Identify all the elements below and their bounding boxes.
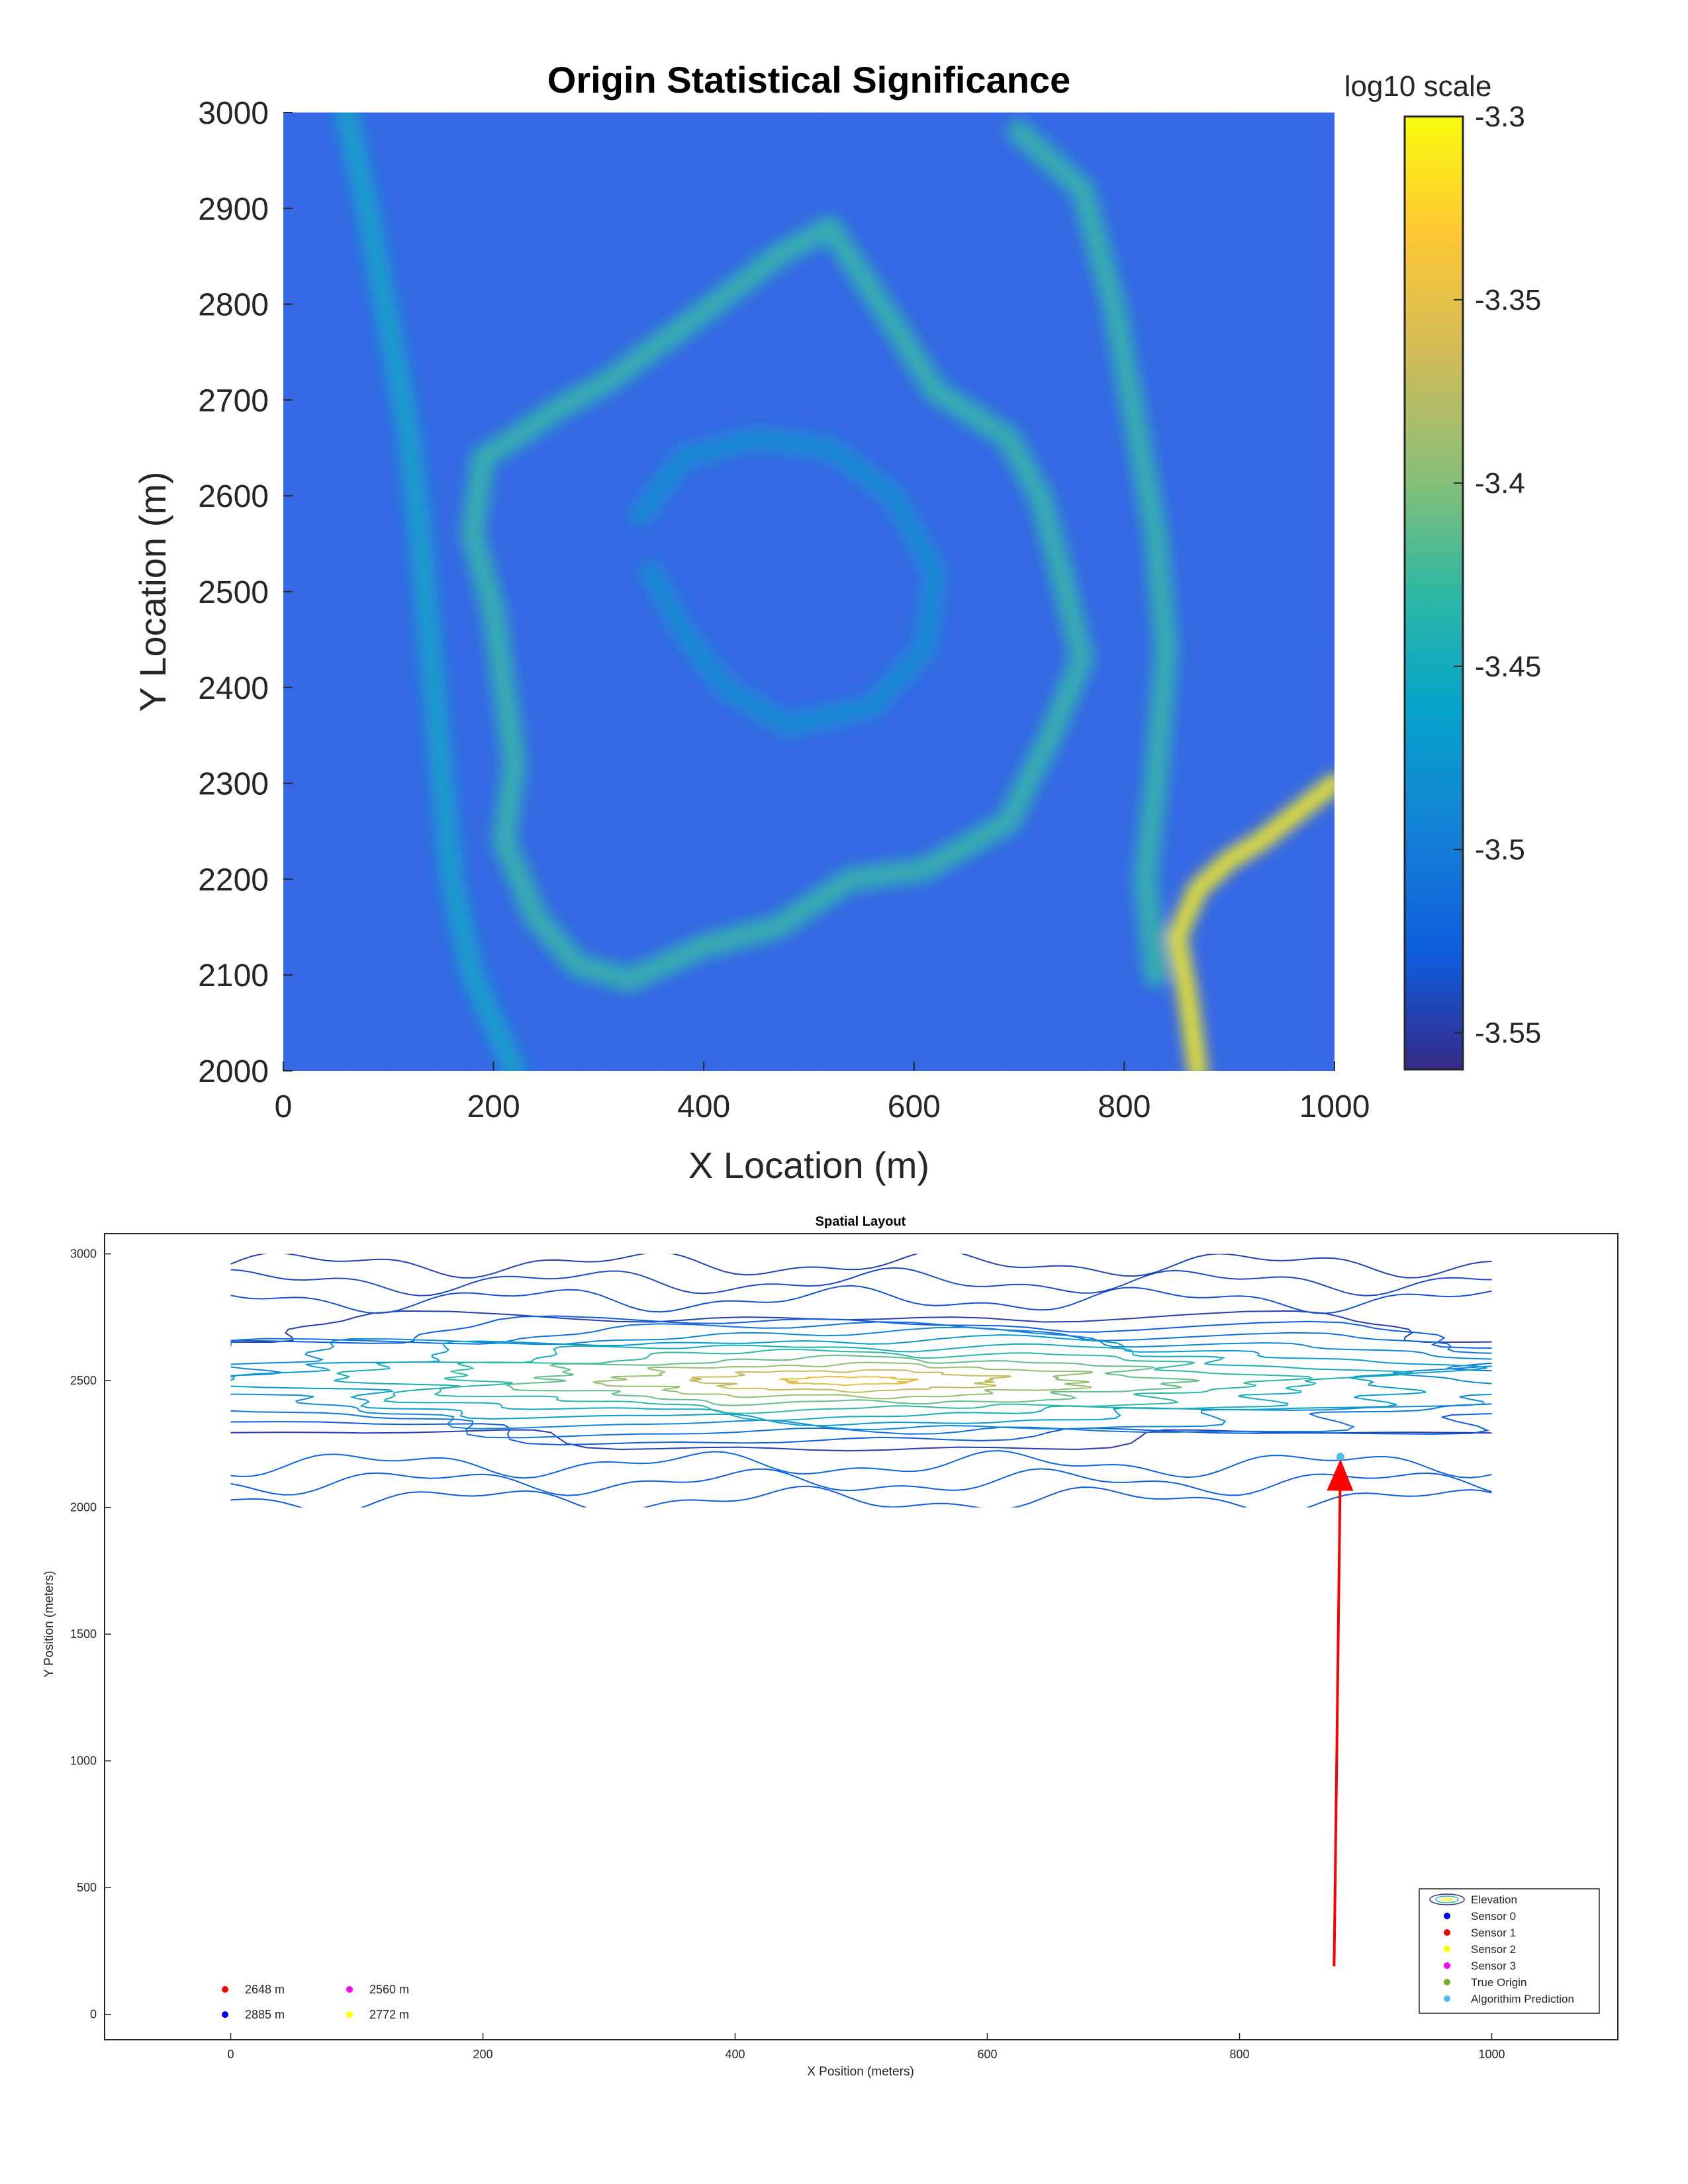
contour-x-tick-label: 600	[977, 2048, 997, 2061]
contour-plot-area	[104, 1233, 1618, 2040]
heatmap-y-tick-label: 2500	[198, 575, 269, 610]
heatmap-noise	[283, 113, 1335, 1071]
legend-marker	[1444, 1929, 1450, 1936]
sensor-reading-marker	[346, 2011, 353, 2018]
contour-y-tick-label: 500	[77, 1881, 97, 1894]
contour-line	[778, 1376, 919, 1387]
heatmap-x-axis-label: X Location (m)	[688, 1144, 929, 1186]
heatmap-y-tick-label: 2900	[198, 192, 269, 227]
contour-line	[334, 1343, 1413, 1422]
heatmap-y-tick-label: 2200	[198, 862, 269, 897]
colorbar-tick-label: -3.3	[1475, 101, 1525, 133]
legend-marker	[1444, 1979, 1450, 1985]
legend-elevation-swatch-inner	[1435, 1895, 1459, 1903]
colorbar	[1403, 115, 1464, 1071]
heatmap-y-tick-label: 2700	[198, 383, 269, 418]
legend-marker	[1444, 1913, 1450, 1919]
contour-y-axis-label: Y Position (meters)	[42, 1570, 56, 1677]
colorbar-tick-label: -3.35	[1475, 284, 1541, 316]
heatmap-x-tick-label: 800	[1098, 1089, 1150, 1124]
contour-line	[230, 1485, 1492, 1508]
contour-line	[592, 1361, 1094, 1400]
contour-x-tick-label: 800	[1229, 2048, 1249, 2061]
sensor-reading-marker	[346, 1986, 353, 1993]
algorithm-prediction-marker	[1336, 1453, 1344, 1461]
contour-line	[230, 1334, 1487, 1427]
contour-line	[230, 1253, 1492, 1279]
legend-label: Sensor 1	[1471, 1927, 1516, 1939]
prediction-arrow	[1327, 1459, 1354, 1966]
legend-marker	[1444, 1995, 1450, 2002]
heatmap-y-tick-label: 2100	[198, 958, 269, 993]
heatmap-y-axis-label: Y Location (m)	[132, 471, 173, 711]
heatmap-y-tick-label: 2000	[198, 1054, 269, 1089]
heatmap-x-tick-label: 0	[275, 1089, 293, 1124]
heatmap-y-tick-label: 2400	[198, 671, 269, 706]
contour-line	[230, 1326, 1492, 1431]
sensor-reading-label: 2772 m	[369, 2008, 409, 2021]
heatmap-x-tick-label: 400	[677, 1089, 730, 1124]
legend-label: Sensor 0	[1471, 1910, 1516, 1923]
contour-line	[230, 1468, 1492, 1496]
contour-line	[505, 1354, 1199, 1406]
sensor-reading-label: 2560 m	[369, 1983, 409, 1996]
contour-chart: Spatial Layout 0 200 400 600 800 1000 0 500 100…	[42, 1214, 1618, 2079]
heatmap-x-tick-label: 200	[467, 1089, 520, 1124]
contour-line	[433, 1348, 1314, 1414]
legend-label: True Origin	[1471, 1976, 1526, 1989]
contour-y-tick-label: 0	[90, 2008, 97, 2021]
colorbar-tick-label: -3.55	[1475, 1017, 1541, 1050]
contour-line	[230, 1321, 1492, 1439]
heatmap-title: Origin Statistical Significance	[547, 59, 1070, 101]
contour-line	[230, 1449, 1492, 1479]
contour-y-tick-label: 2000	[70, 1501, 97, 1514]
contour-y-tick-label: 2500	[70, 1374, 97, 1387]
contour-line	[230, 1315, 1492, 1446]
contour-x-tick-label: 400	[725, 2048, 745, 2061]
legend-label: Algorithim Prediction	[1471, 1993, 1574, 2005]
contour-legend: Elevation Sensor 0 Sensor 1 Sensor 2 Sensor …	[1419, 1888, 1600, 2014]
colorbar-tick-label: -3.45	[1475, 651, 1541, 683]
contour-y-tick-label: 1000	[70, 1754, 97, 1768]
heatmap-x-tick-label: 600	[888, 1089, 941, 1124]
legend-marker	[1444, 1962, 1450, 1969]
contour-x-tick-label: 1000	[1478, 2048, 1505, 2061]
contour-x-tick-label: 0	[227, 2048, 234, 2061]
legend-elevation-swatch-core	[1441, 1897, 1453, 1901]
colorbar-title: log10 scale	[1344, 70, 1492, 103]
heatmap-y-tick-label: 2300	[198, 767, 269, 802]
contour-line	[230, 1285, 1492, 1314]
sensor-reading-label: 2648 m	[245, 1983, 285, 1996]
sensor-reading-marker	[222, 2011, 228, 2018]
contour-x-axis-label: X Position (meters)	[807, 2065, 914, 2079]
sensor-reading-marker	[222, 1986, 228, 1993]
contour-y-tick-label: 3000	[70, 1248, 97, 1261]
contour-elevation-group	[230, 1253, 1492, 1508]
contour-x-tick-label: 200	[473, 2048, 492, 2061]
legend-marker	[1444, 1946, 1450, 1952]
legend-elevation-swatch	[1429, 1893, 1465, 1905]
contour-line	[688, 1369, 1011, 1393]
heatmap-chart: Origin Statistical Significance 0 200 400 6…	[132, 59, 1541, 1186]
contour-title: Spatial Layout	[816, 1214, 906, 1229]
colorbar-tick-label: -3.5	[1475, 834, 1525, 866]
legend-label: Sensor 2	[1471, 1943, 1516, 1956]
legend-label: Sensor 3	[1471, 1960, 1516, 1972]
heatmap-y-tick-label: 2600	[198, 479, 269, 514]
legend-label: Elevation	[1471, 1893, 1517, 1906]
heatmap-y-tick-label: 2800	[198, 288, 269, 323]
heatmap-x-tick-label: 1000	[1299, 1089, 1370, 1124]
sensor-reading-label: 2885 m	[245, 2008, 285, 2021]
colorbar-tick-label: -3.4	[1475, 467, 1525, 500]
contour-y-tick-label: 1500	[70, 1627, 97, 1641]
heatmap-y-tick-label: 3000	[198, 96, 269, 131]
contour-line	[230, 1267, 1492, 1297]
